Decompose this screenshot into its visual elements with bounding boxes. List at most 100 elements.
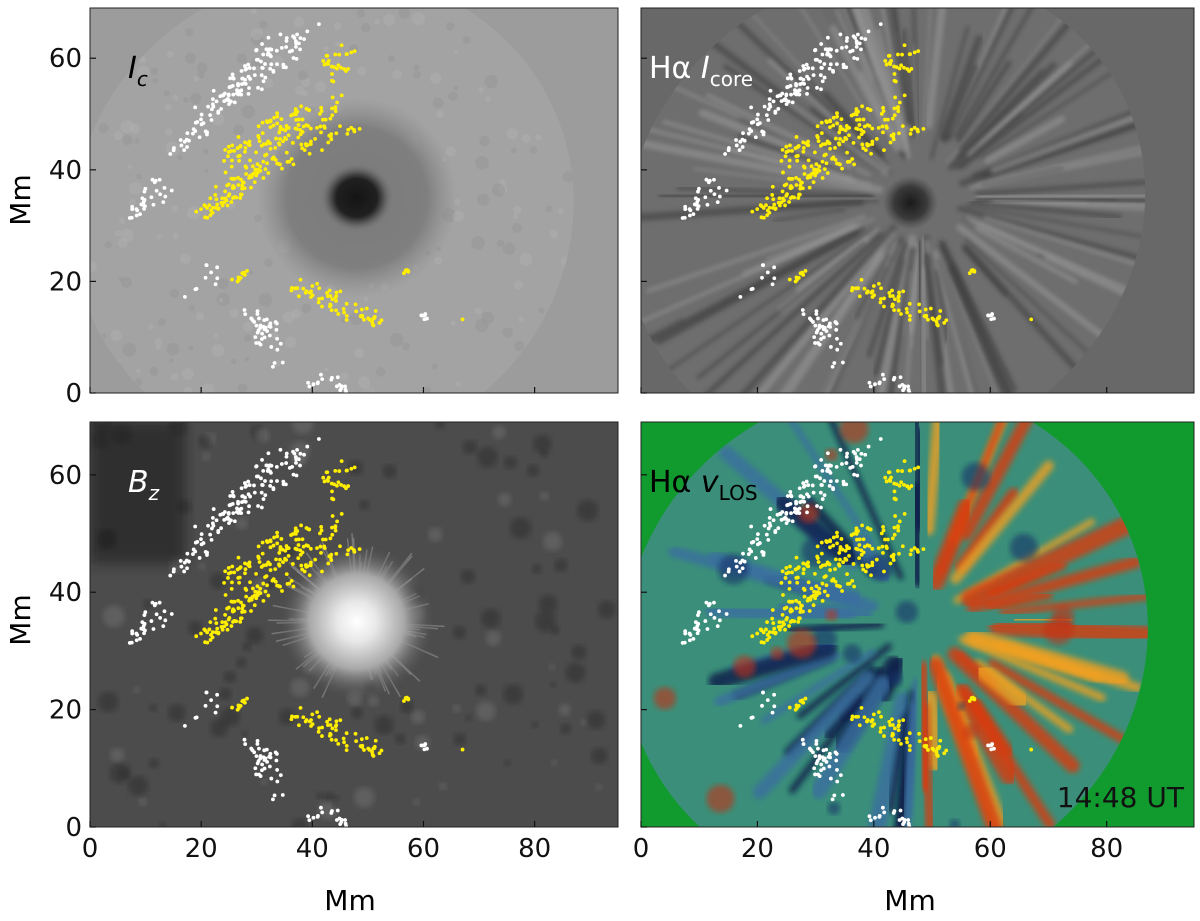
yellow-marker [232,570,237,575]
white-marker [835,347,840,352]
yellow-marker [793,707,798,712]
white-marker [242,737,247,742]
yellow-marker [897,483,902,488]
yellow-marker [353,302,358,307]
yellow-marker [308,563,313,568]
yellow-marker [909,127,914,132]
yellow-marker [856,714,860,719]
yellow-marker [897,551,901,556]
yellow-marker [373,738,378,743]
white-marker [278,447,283,452]
white-marker [766,526,771,531]
yellow-marker [349,125,354,130]
yellow-marker [845,150,849,155]
white-marker [317,22,321,27]
white-marker [247,66,252,70]
yellow-marker [815,556,820,560]
white-marker [219,526,224,531]
white-marker [191,131,195,136]
white-marker [260,483,265,488]
yellow-marker [207,203,212,208]
yellow-marker [354,739,359,744]
white-marker [795,90,800,95]
white-marker [817,756,822,761]
yellow-marker [882,569,886,574]
white-marker [835,768,839,772]
white-marker [307,384,312,389]
white-marker [291,449,295,454]
white-marker [784,521,789,526]
white-marker [704,177,709,182]
yellow-marker [805,140,810,145]
yellow-marker [845,581,850,586]
yellow-marker [840,166,844,171]
yellow-marker [759,215,764,220]
yellow-marker [944,318,949,323]
white-marker [811,73,816,78]
white-marker [990,742,995,746]
white-marker [246,492,251,497]
yellow-marker [917,309,922,314]
white-marker [260,42,264,46]
yellow-marker [781,620,785,625]
white-marker [139,202,144,207]
yellow-marker [285,126,289,130]
yellow-marker [307,573,312,578]
yellow-marker [326,140,331,145]
white-marker [269,776,274,781]
yellow-marker [814,584,819,589]
yellow-marker [296,556,301,561]
white-marker [816,746,820,751]
white-marker [151,627,156,631]
white-marker [827,469,832,474]
yellow-marker [831,115,836,120]
white-marker [294,44,298,49]
yellow-marker [352,549,357,554]
yellow-marker [255,593,260,598]
white-marker [859,36,864,41]
white-marker [258,342,263,347]
white-marker [254,323,259,328]
yellow-marker [232,599,237,604]
white-marker [179,564,184,569]
yellow-marker [837,130,842,135]
white-marker [130,204,135,209]
yellow-marker [276,161,281,166]
yellow-marker [301,715,306,720]
white-marker [898,375,903,380]
white-marker [867,380,872,385]
yellow-marker [764,627,768,632]
white-marker [271,486,276,490]
yellow-marker [815,135,820,140]
white-marker [828,62,833,67]
white-marker [697,186,701,191]
yellow-marker [280,166,284,171]
white-marker [784,92,789,97]
yellow-marker [835,121,839,126]
yellow-marker [237,158,242,163]
white-marker [344,390,349,393]
white-marker [835,779,840,784]
yellow-marker [788,185,793,190]
yellow-marker [316,729,321,734]
yellow-marker [819,131,824,135]
yellow-marker [892,297,897,302]
white-marker [753,135,758,140]
yellow-marker [799,180,804,185]
yellow-marker [887,61,892,66]
yellow-marker [806,596,811,601]
white-marker [859,451,864,456]
yellow-marker [881,109,886,113]
yellow-marker [798,606,803,611]
white-marker [287,465,292,470]
white-marker [691,636,696,641]
yellow-marker [750,209,755,214]
yellow-marker [902,512,907,516]
x-tick-label: 40 [296,834,329,864]
yellow-marker [271,543,276,548]
white-marker [764,532,769,537]
white-marker [208,532,213,537]
white-marker [143,204,147,209]
white-marker [344,824,349,827]
white-marker [306,380,311,385]
